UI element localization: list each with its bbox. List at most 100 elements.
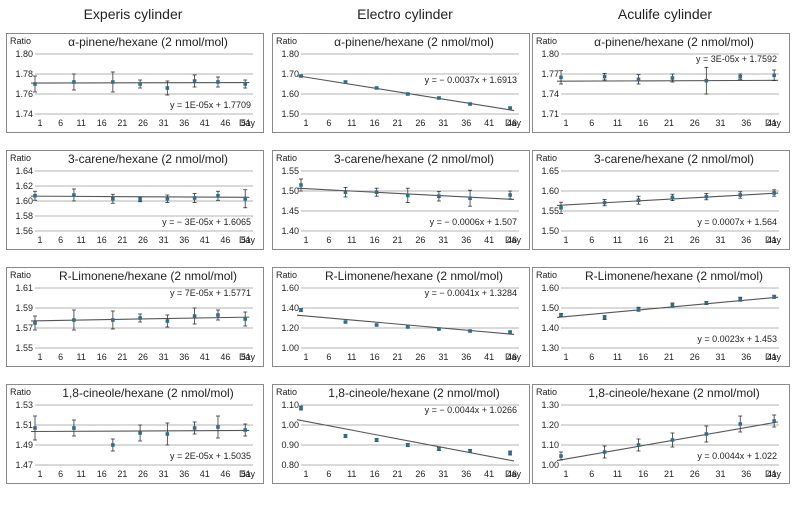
x-tick-label: 1 — [303, 235, 308, 245]
data-point — [111, 318, 115, 322]
x-tick-label: 31 — [438, 352, 448, 362]
y-tick-label: 1.50 — [541, 303, 559, 313]
data-point — [437, 194, 441, 198]
x-tick-label: 11 — [613, 118, 622, 128]
x-tick-label: 26 — [415, 235, 425, 245]
data-point — [559, 454, 563, 458]
data-point — [299, 74, 303, 78]
x-tick-label: 31 — [715, 118, 725, 128]
y-tick-label: 1.55 — [15, 343, 33, 353]
chart-panel: 3-carene/hexane (2 nmol/mol) Ratio 1.64 1.6… — [6, 150, 264, 250]
data-point — [138, 316, 142, 320]
data-point — [216, 313, 220, 317]
data-point — [405, 193, 410, 198]
data-point — [508, 106, 512, 110]
data-point — [192, 79, 197, 83]
y-tick-label: 1.70 — [281, 69, 299, 79]
x-tick-label: 16 — [97, 118, 107, 128]
data-point — [216, 80, 220, 84]
data-point — [165, 86, 170, 90]
y-tick-label: 1.51 — [15, 420, 33, 430]
x-tick-label: 11 — [613, 235, 622, 245]
trend-equation: y = 0.0023x + 1.453 — [697, 334, 777, 344]
data-point — [636, 77, 641, 82]
y-tick-label: 1.50 — [541, 226, 559, 236]
x-tick-label: 21 — [393, 352, 403, 362]
trend-equation: y = 2E-05x + 1.5035 — [170, 451, 251, 461]
y-tick-label: 1.80 — [15, 49, 33, 59]
x-tick-label: 1 — [37, 235, 42, 245]
y-tick-label: 1.30 — [541, 343, 559, 353]
x-tick-label: 41 — [767, 352, 777, 362]
x-tick-label: 26 — [415, 352, 425, 362]
trend-equation: y = − 0.0006x + 1.507 — [430, 217, 517, 227]
data-point — [33, 82, 37, 86]
data-point — [772, 191, 776, 195]
x-tick-label: 11 — [347, 469, 356, 479]
data-point — [165, 432, 170, 436]
chart-svg: 3-carene/hexane (2 nmol/mol) Ratio 1.55 1.5… — [276, 152, 521, 245]
data-point — [508, 330, 512, 334]
x-tick-label: 26 — [690, 469, 700, 479]
x-tick-label: 41 — [484, 352, 494, 362]
trend-equation: y = 1E-05x + 1.7709 — [170, 100, 251, 110]
x-tick-label: 26 — [690, 352, 700, 362]
x-tick-label: 36 — [741, 469, 751, 479]
x-tick-label: 6 — [326, 469, 331, 479]
x-tick-label: 6 — [58, 118, 63, 128]
x-tick-label: 31 — [715, 352, 725, 362]
data-point — [738, 297, 743, 301]
x-tick-label: 41 — [767, 118, 777, 128]
data-point — [670, 76, 675, 80]
x-tick-label: 36 — [461, 235, 471, 245]
data-point — [111, 196, 115, 201]
x-tick-label: 1 — [563, 235, 568, 245]
y-tick-label: 1.00 — [281, 343, 299, 353]
trend-line — [296, 75, 515, 112]
x-tick-label: 16 — [370, 352, 380, 362]
trend-line — [296, 419, 515, 462]
x-tick-label: 46 — [507, 118, 517, 128]
x-tick-label: 41 — [484, 469, 494, 479]
y-tick-label: 1.80 — [281, 49, 299, 59]
y-tick-label: 1.77 — [541, 69, 559, 79]
column-title-electro: Electro cylinder — [357, 6, 453, 22]
x-tick-label: 16 — [638, 352, 648, 362]
x-tick-label: 16 — [638, 235, 648, 245]
data-point — [704, 301, 709, 305]
y-tick-label: 1.20 — [541, 420, 559, 430]
data-point — [111, 80, 115, 84]
trend-equation: y = 7E-05x + 1.5771 — [170, 288, 251, 298]
x-tick-label: 31 — [438, 469, 448, 479]
data-point — [468, 196, 472, 200]
x-tick-label: 6 — [326, 118, 331, 128]
data-point — [559, 75, 563, 80]
chart-title: α-pinene/hexane (2 nmol/mol) — [334, 35, 494, 49]
y-axis-label: Ratio — [276, 36, 297, 46]
x-tick-label: 31 — [715, 469, 725, 479]
trend-line — [556, 192, 779, 206]
data-point — [559, 313, 563, 317]
data-point — [243, 196, 248, 201]
trend-line — [556, 296, 779, 318]
x-tick-label: 26 — [138, 235, 148, 245]
data-point — [374, 190, 379, 194]
x-tick-label: 51 — [241, 118, 251, 128]
x-tick-label: 46 — [220, 118, 230, 128]
data-point — [33, 426, 37, 430]
data-point — [72, 426, 76, 430]
data-point — [772, 419, 776, 423]
x-tick-label: 6 — [58, 469, 63, 479]
chart-title: R-Limonene/hexane (2 nmol/mol) — [585, 269, 763, 283]
x-tick-label: 31 — [715, 235, 725, 245]
data-point — [72, 193, 76, 197]
data-point — [343, 80, 348, 84]
column-title-aculife: Aculife cylinder — [617, 6, 713, 22]
x-tick-label: 41 — [200, 118, 210, 128]
x-axis-label: Day — [765, 352, 782, 362]
x-tick-label: 11 — [347, 235, 356, 245]
y-tick-label: 1.74 — [541, 89, 559, 99]
y-tick-label: 1.76 — [15, 89, 33, 99]
x-tick-label: 26 — [690, 235, 700, 245]
y-tick-label: 1.60 — [281, 283, 299, 293]
